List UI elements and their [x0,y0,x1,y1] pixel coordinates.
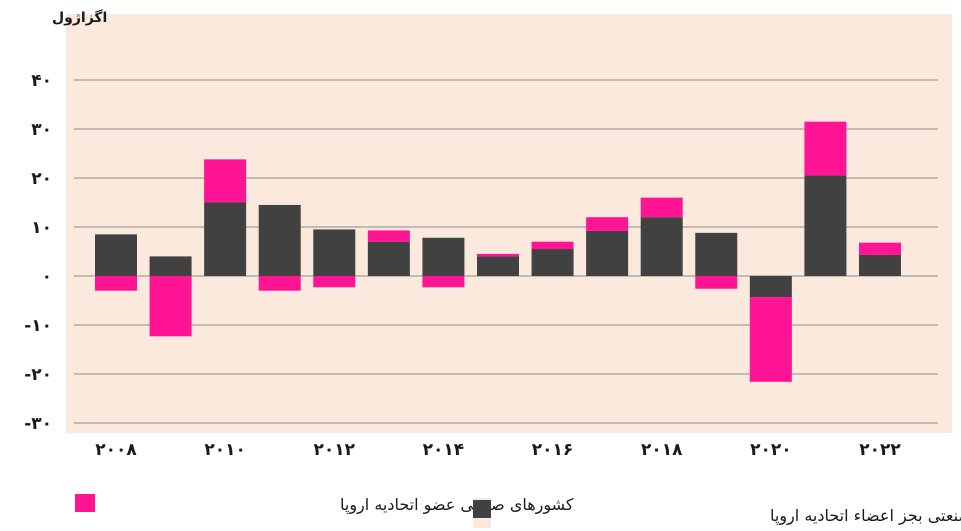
bar-non-eu [586,230,629,276]
bar-non-eu [640,217,683,276]
x-axis-ticks: ۲۰۰۸ ۲۰۱۰ ۲۰۱۲ ۲۰۱۴ ۲۰۱۶ ۲۰۱۸ ۲۰۲۰ ۲۰۲۲ [95,440,901,460]
y-tick-label: ۳۰ [31,120,52,140]
bars [95,121,901,382]
bar-non-eu [422,237,465,276]
bar-non-eu [804,175,847,276]
x-tick-label: ۲۰۱۸ [641,440,683,460]
bar-eu [531,241,574,250]
x-tick-label: ۲۰۱۶ [532,440,574,460]
y-tick-label: -۳۰ [24,414,52,434]
bar-non-eu [258,204,301,276]
bar-eu [476,253,519,257]
x-tick-label: ۲۰۲۲ [859,440,901,460]
bar-eu [749,297,792,382]
bar-non-eu [367,241,410,276]
bar-eu [804,121,847,176]
x-tick-label: ۲۰۲۰ [750,440,792,460]
bar-eu [422,276,465,288]
x-tick-label: ۲۰۱۰ [204,440,246,460]
y-tick-label: ۲۰ [31,169,52,189]
legend-swatch-pink [75,494,95,512]
y-tick-label: ۰ [42,267,52,287]
bar-eu [313,276,356,288]
bar-non-eu [204,202,247,276]
legend-label-non-eu: کشورهای صنعتی بجز اعضاء اتحادیه اروپا [770,506,961,526]
bar-eu [367,230,410,242]
x-tick-label: ۲۰۰۸ [95,440,137,460]
bar-non-eu [749,276,792,298]
bar-eu [695,276,738,289]
bar-eu [858,242,901,255]
bar-non-eu [531,249,574,276]
x-tick-label: ۲۰۱۴ [423,440,465,460]
y-axis-ticks: ۴۰ ۳۰ ۲۰ ۱۰ ۰ -۱۰ -۲۰ -۳۰ [24,71,52,434]
y-tick-label: -۲۰ [24,365,52,385]
bar-non-eu [695,232,738,276]
bar-eu [149,276,192,337]
bar-eu [204,159,247,203]
bar-non-eu [476,256,519,276]
legend-label-eu: کشورهای صنعتی عضو اتحادیه اروپا [340,495,574,515]
bar-non-eu [313,229,356,276]
bar-non-eu [149,256,192,276]
bar-non-eu [95,234,137,276]
bar-non-eu [858,254,901,276]
bar-eu [258,276,301,291]
bar-eu [95,276,137,291]
y-tick-label: -۱۰ [24,316,52,336]
y-axis-label: اگزاژول [52,9,107,26]
y-tick-label: ۴۰ [31,71,52,91]
bar-eu [586,217,629,231]
y-tick-label: ۱۰ [31,218,52,238]
legend-swatch-dark [473,500,491,518]
legend: کشورهای صنعتی عضو اتحادیه اروپا کشورهای … [75,494,961,528]
x-tick-label: ۲۰۱۲ [314,440,356,460]
bar-eu [640,197,683,218]
